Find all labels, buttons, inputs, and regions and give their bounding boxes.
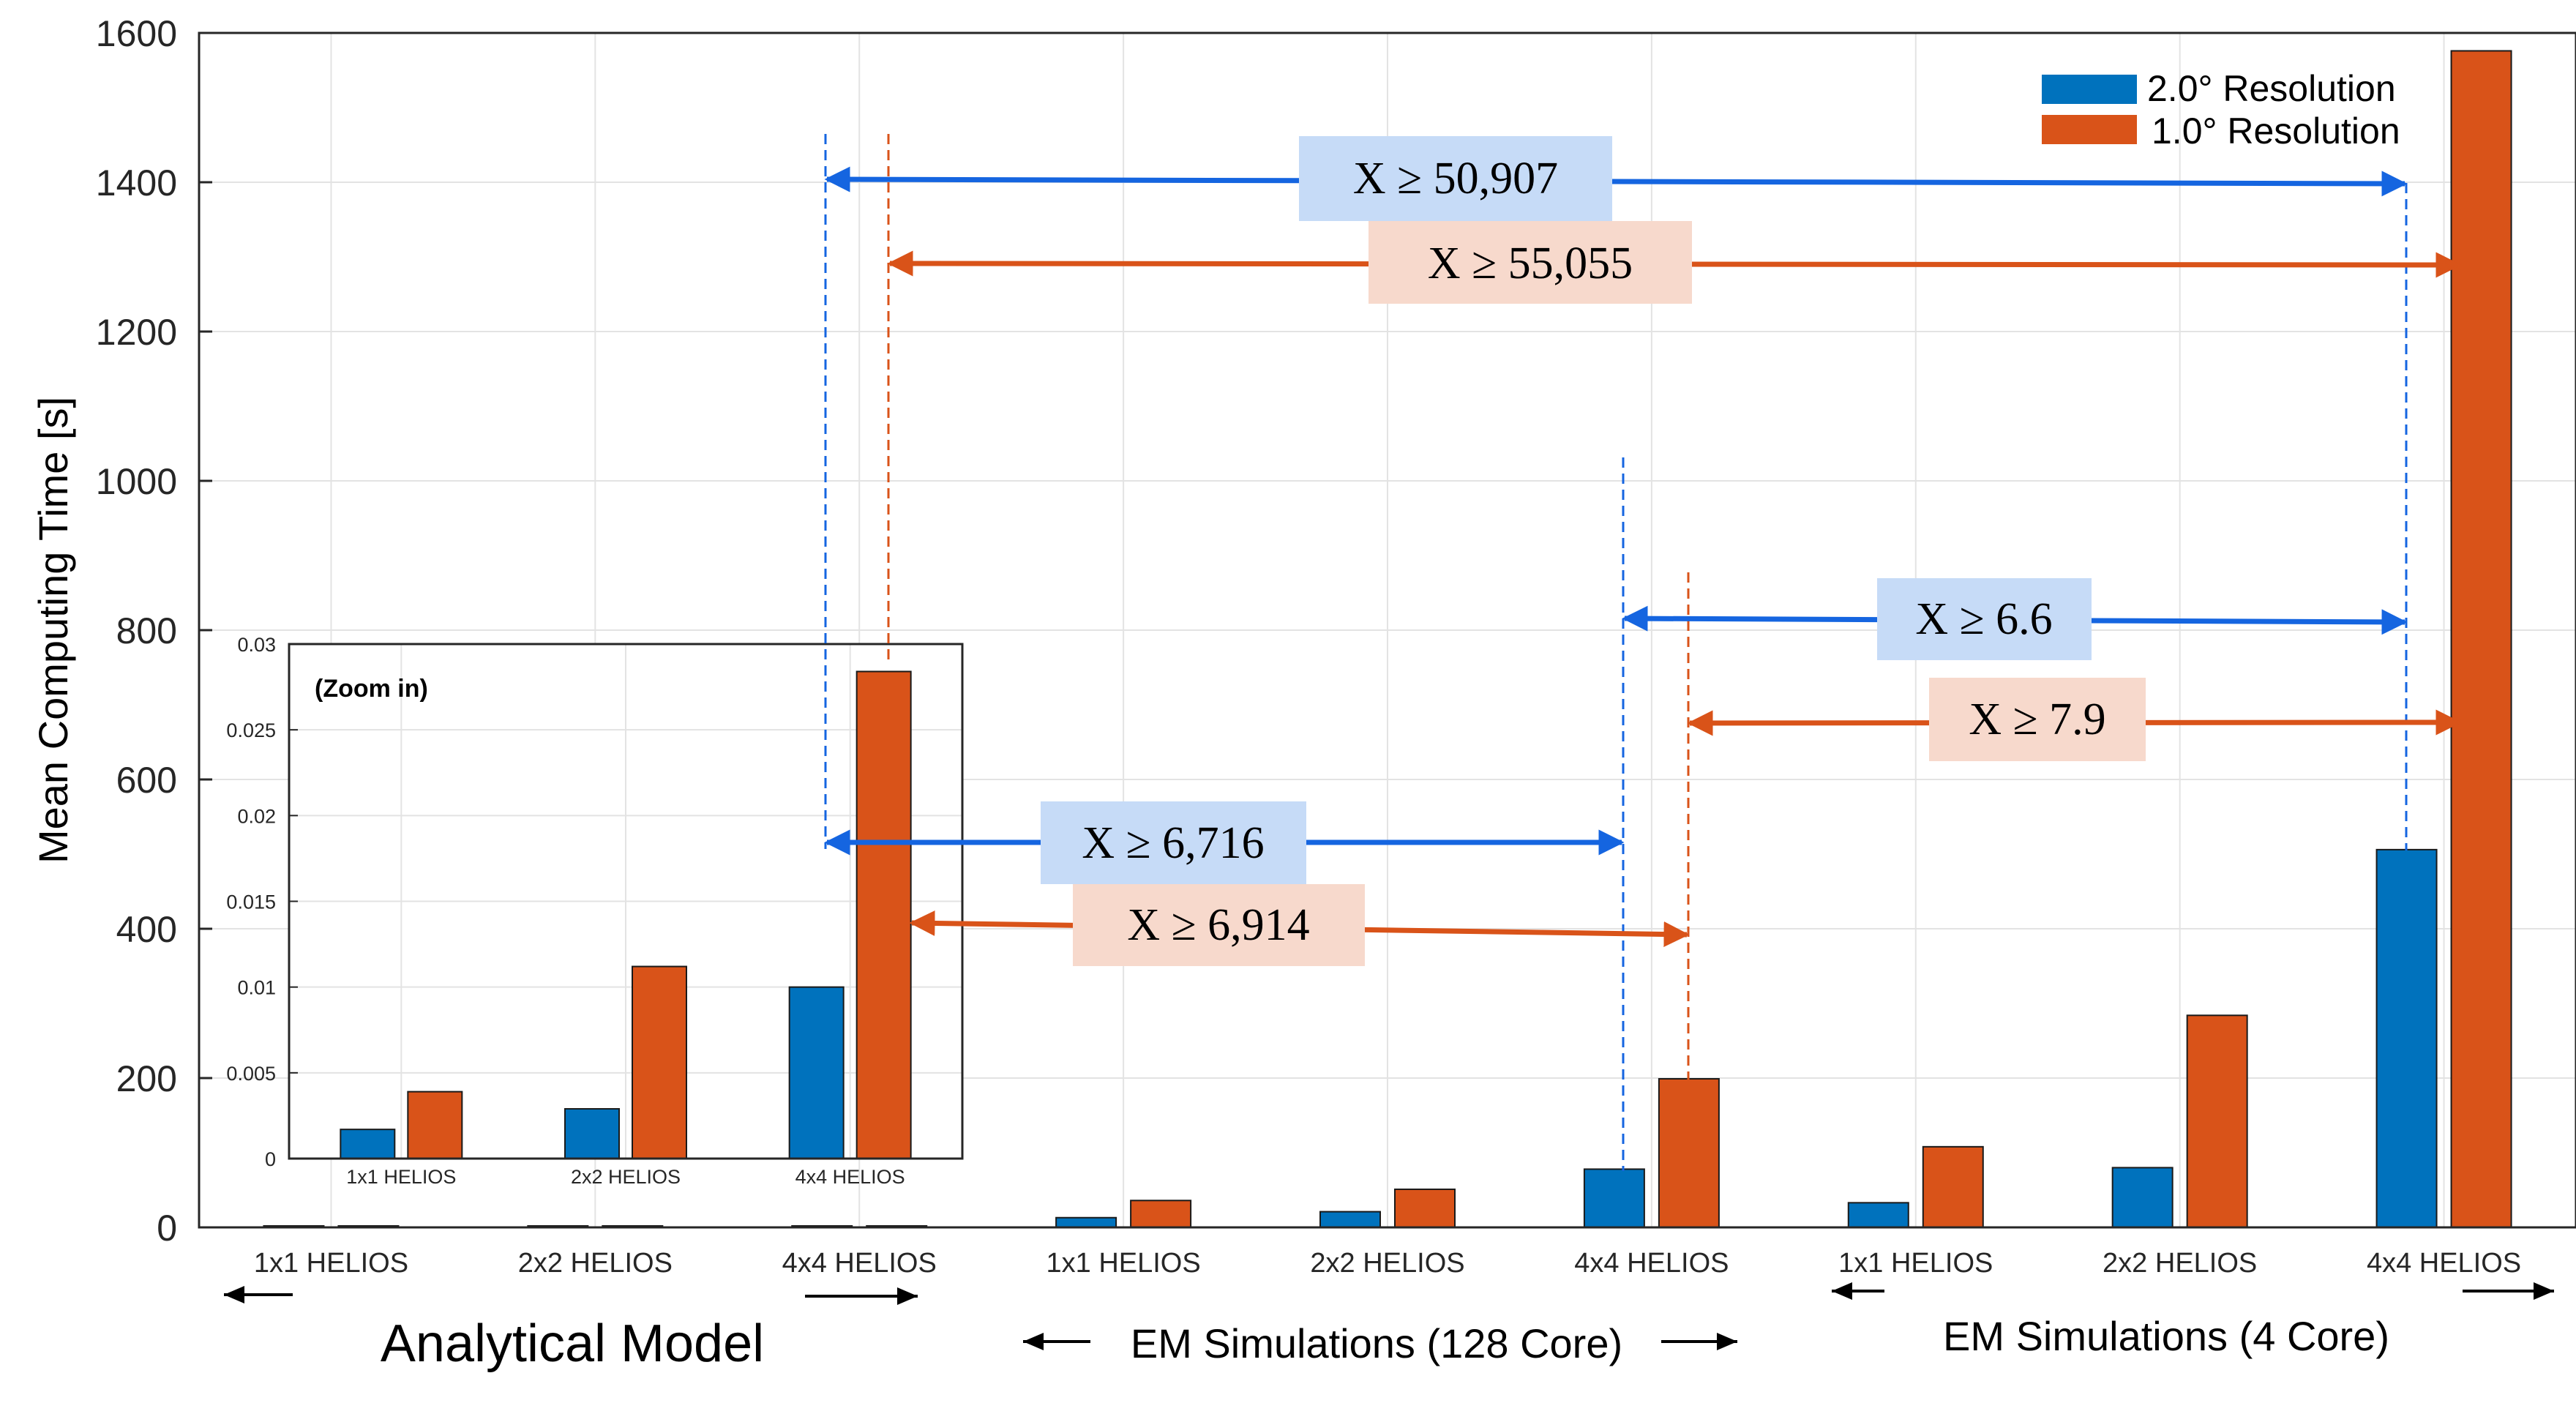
- annotation-label-4: X ≥ 7.9: [1969, 695, 2105, 744]
- main-x-ticks: 1x1 HELIOS 2x2 HELIOS 4x4 HELIOS 1x1 HELIOS…: [254, 1248, 2521, 1279]
- annotation-box-3: [1877, 578, 2092, 660]
- group-arrow-head: [1023, 1333, 1044, 1350]
- bar-res2-7: [2111, 1167, 2174, 1229]
- group2-label: EM Simulations (128 Core): [1131, 1320, 1622, 1366]
- inset-bar-res2-2: [788, 986, 845, 1159]
- reference-lines: [824, 134, 2408, 1171]
- bar-res1-4: [1394, 1188, 1456, 1228]
- main-y-tick-label: 600: [116, 760, 177, 801]
- annotation-label-5: X ≥ 6,716: [1082, 818, 1264, 868]
- annotation-box-4: [1929, 678, 2146, 761]
- bar-res2-8: [2375, 848, 2438, 1228]
- group-arrow-head: [2534, 1282, 2554, 1300]
- main-y-ticks: 0 200 400 600 800 1000 1200 1400 1600: [96, 13, 212, 1249]
- inset-y-ticks: 0 0.005 0.01 0.015 0.02 0.025 0.03: [226, 634, 298, 1170]
- inset-y-tick-label: 0.01: [237, 977, 276, 999]
- group-arrow-head: [1832, 1282, 1852, 1300]
- group-arrow-head: [224, 1286, 244, 1303]
- group-labels: Analytical Model EM Simulations (128 Cor…: [381, 1313, 2389, 1373]
- bar-res1-8: [2450, 50, 2512, 1229]
- annotation-label-1: X ≥ 50,907: [1353, 154, 1558, 203]
- annotation-box-6: [1073, 884, 1365, 966]
- inset-y-tick-label: 0: [265, 1148, 276, 1170]
- inset-bar-res2-0: [340, 1129, 396, 1159]
- bar-res2-3: [1055, 1216, 1117, 1228]
- inset-chart: 0 0.005 0.01 0.015 0.02 0.025 0.03 1x1 HELIOS 2…: [226, 634, 964, 1188]
- legend-label-orange: 1.0° Resolution: [2152, 111, 2400, 152]
- bar-res1-6: [1922, 1145, 1984, 1228]
- main-x-tick-label: 1x1 HELIOS: [254, 1248, 408, 1279]
- main-grid: [199, 32, 2576, 1228]
- group1-label: Analytical Model: [381, 1314, 764, 1373]
- bar-res2-5: [1583, 1168, 1645, 1228]
- main-x-tick-label: 4x4 HELIOS: [1574, 1248, 1729, 1279]
- inset-y-tick-label: 0.03: [237, 634, 276, 656]
- y-axis-label: Mean Computing Time [s]: [30, 397, 76, 864]
- group-arrows: [224, 1282, 2554, 1350]
- legend-swatch-blue: [2042, 75, 2137, 104]
- annotation-label-3: X ≥ 6.6: [1915, 594, 2052, 644]
- arrow-blue-top: [824, 166, 2408, 197]
- main-x-tick-label: 1x1 HELIOS: [1838, 1248, 1993, 1279]
- annotation-label-6: X ≥ 6,914: [1127, 900, 1309, 950]
- inset-title: (Zoom in): [315, 675, 428, 703]
- main-x-tick-label: 2x2 HELIOS: [1310, 1248, 1464, 1279]
- bar-res1-3: [1130, 1200, 1192, 1229]
- bar-res1-5: [1658, 1078, 1720, 1229]
- main-y-tick-label: 1600: [96, 13, 177, 54]
- main-y-tick-label: 400: [116, 909, 177, 950]
- inset-bar-res1-0: [407, 1091, 463, 1159]
- inset-x-tick-label: 4x4 HELIOS: [795, 1166, 905, 1188]
- main-x-tick-label: 2x2 HELIOS: [518, 1248, 673, 1279]
- main-x-tick-label: 4x4 HELIOS: [782, 1248, 937, 1279]
- group3-label: EM Simulations (4 Core): [1943, 1313, 2389, 1359]
- main-x-tick-label: 4x4 HELIOS: [2367, 1248, 2521, 1279]
- bar-res2-4: [1319, 1211, 1381, 1228]
- legend-label-blue: 2.0° Resolution: [2147, 68, 2396, 109]
- main-y-tick-label: 800: [116, 610, 177, 651]
- main-y-tick-label: 1000: [96, 461, 177, 502]
- main-y-tick-label: 200: [116, 1058, 177, 1099]
- inset-bars: [340, 670, 912, 1159]
- inset-x-tick-label: 1x1 HELIOS: [346, 1166, 456, 1188]
- legend: 2.0° Resolution 1.0° Resolution: [2042, 68, 2400, 152]
- inset-bar-res2-1: [564, 1108, 620, 1159]
- main-y-tick-label: 0: [157, 1208, 177, 1249]
- inset-x-tick-label: 2x2 HELIOS: [571, 1166, 681, 1188]
- legend-swatch-orange: [2042, 115, 2137, 144]
- group-arrow-head: [1717, 1333, 1737, 1350]
- inset-y-tick-label: 0.025: [226, 719, 276, 741]
- annotation-box-1: [1299, 136, 1612, 221]
- inset-y-tick-label: 0.015: [226, 891, 276, 913]
- annotation-boxes: X ≥ 50,907 X ≥ 55,055 X ≥ 6.6 X ≥ 7.9 X …: [1041, 136, 2146, 966]
- annotation-box-5: [1041, 801, 1306, 884]
- main-y-tick-label: 1200: [96, 312, 177, 353]
- main-y-tick-label: 1400: [96, 162, 177, 203]
- inset-y-tick-label: 0.005: [226, 1063, 276, 1085]
- group-arrow-head: [897, 1287, 918, 1305]
- main-x-tick-label: 2x2 HELIOS: [2103, 1248, 2257, 1279]
- inset-bar-res1-2: [855, 670, 912, 1159]
- main-x-tick-label: 1x1 HELIOS: [1046, 1248, 1201, 1279]
- annotation-label-2: X ≥ 55,055: [1428, 239, 1633, 288]
- bar-res1-7: [2186, 1014, 2248, 1228]
- inset-bar-res1-1: [632, 965, 687, 1159]
- annotation-box-2: [1368, 221, 1692, 304]
- inset-x-ticks: 1x1 HELIOS 2x2 HELIOS 4x4 HELIOS: [346, 1166, 905, 1188]
- bar-res2-6: [1847, 1202, 1909, 1228]
- inset-y-tick-label: 0.02: [237, 805, 276, 827]
